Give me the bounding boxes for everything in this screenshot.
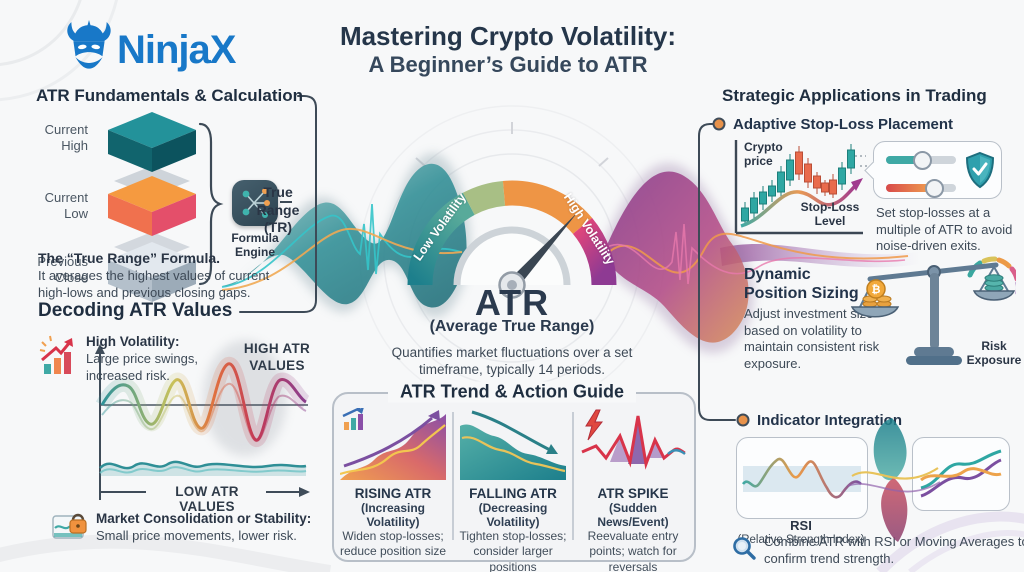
atr-spike-desc: Reevaluate entry points; watch for rever… [587, 529, 679, 572]
stability-icon [52, 508, 90, 544]
atr-spike-caption: ATR SPIKE (Sudden News/Event) Reevaluate… [576, 486, 690, 572]
high-volatility-title: High Volatility: [86, 334, 180, 349]
mini-bar-icon [342, 408, 364, 430]
page-title-line2: A Beginner’s Guide to ATR [368, 51, 648, 77]
layer-label-current-high: Current High [44, 122, 88, 153]
high-volatility-icon [39, 335, 73, 374]
balance-scale-illustration: ₿ Risk Exposure [848, 243, 1021, 383]
rsi-sublabel: (Relative Strength Index) [737, 534, 865, 546]
atr-slider-2[interactable] [886, 179, 956, 198]
formula-engine-icon [232, 180, 278, 226]
fundamentals-heading: ATR Fundamentals & Calculation [36, 86, 303, 105]
slider-knob-2[interactable] [925, 179, 944, 198]
falling-atr-desc: Tighten stop-losses; consider larger pos… [459, 529, 567, 572]
trend-guide-heading: ATR Trend & Action Guide [388, 381, 636, 403]
formula-desc: It averages the highest values of curren… [38, 268, 270, 300]
formula-title: The “True Range” Formula. [38, 250, 221, 266]
high-atr-values-label: HIGH ATR VALUES [243, 341, 311, 373]
page-title-line1: Mastering Crypto Volatility: [339, 21, 677, 51]
stop-loss-title: Adaptive Stop-Loss Placement [733, 116, 954, 133]
atr-spike-subtitle: (Sudden News/Event) [597, 501, 669, 529]
gauge-subtitle: (Average True Range) [429, 318, 595, 335]
layer-label-current-low: Current Low [44, 190, 88, 221]
bullet-indicator [736, 413, 750, 427]
indicator-title: Indicator Integration [757, 412, 903, 429]
magnifier-icon [733, 537, 756, 560]
brand-name: NinjaX [117, 28, 236, 72]
trend-guide-divider-2 [572, 412, 574, 540]
slider-knob-1[interactable] [913, 151, 932, 170]
candles [741, 144, 855, 226]
gauge-title: ATR [474, 282, 550, 323]
formula-engine-label: Formula Engine [231, 231, 279, 260]
indicator-wave-art [847, 418, 941, 542]
rising-atr-desc: Widen stop-losses; reduce position size [339, 529, 447, 559]
price-layers-illustration [108, 112, 196, 302]
rising-atr-title: RISING ATR [354, 486, 432, 501]
crypto-price-label: Crypto price [744, 140, 783, 169]
rising-atr-chart [340, 408, 446, 480]
stop-loss-level-label: Stop-Loss Level [800, 200, 860, 229]
falling-atr-subtitle: (Decreasing Volatility) [478, 501, 548, 529]
rising-atr-caption: RISING ATR (Increasing Volatility) Widen… [336, 486, 450, 560]
svg-text:₿: ₿ [872, 283, 881, 296]
stability-desc: Small price movements, lower risk. [96, 528, 297, 543]
risk-exposure-label: Risk Exposure [966, 339, 1022, 368]
atr-spike-title: ATR SPIKE [597, 486, 669, 501]
lightning-icon [585, 409, 604, 441]
high-volatility-desc: Large price swings, increased risk. [86, 351, 198, 383]
gauge-description: Quantifies market fluctuations over a se… [391, 345, 633, 378]
applications-heading: Strategic Applications in Trading [722, 86, 987, 105]
position-sizing-title: Dynamic Position Sizing [744, 266, 859, 302]
stop-loss-sliders-card [864, 141, 1002, 199]
trend-guide-divider-1 [452, 412, 454, 540]
decoding-heading: Decoding ATR Values [38, 300, 233, 321]
ninja-logo-icon [67, 20, 111, 69]
page-title: Mastering Crypto Volatility: A Beginner’… [318, 21, 698, 78]
candlestick-chart [734, 140, 866, 235]
rsi-label: RSI [790, 518, 812, 533]
true-range-label: True Range (TR) [256, 184, 300, 235]
stop-loss-desc: Set stop-losses at a multiple of ATR to … [876, 205, 1013, 254]
position-sizing-desc: Adjust investment size based on volatili… [744, 306, 880, 371]
low-atr-wave [99, 460, 307, 476]
falling-atr-title: FALLING ATR [469, 486, 557, 501]
falling-atr-caption: FALLING ATR (Decreasing Volatility) Tigh… [456, 486, 570, 572]
high-atr-wave [95, 340, 311, 456]
low-atr-values-label: LOW ATR VALUES [175, 484, 239, 514]
shield-check-icon [965, 151, 995, 189]
bullet-stop-loss [712, 117, 726, 131]
atr-spike-chart [581, 409, 686, 470]
rsi-chart-card [736, 437, 868, 519]
layer-label-previous-close: Previous Close [37, 254, 88, 285]
stability-title: Market Consolidation or Stability: [96, 511, 312, 526]
right-wave-art [599, 162, 920, 354]
indicator-desc: Combine ATR with RSI or Moving Averages … [764, 534, 1024, 566]
decoding-axes [95, 344, 310, 500]
atr-slider-1[interactable] [886, 151, 956, 170]
atr-gauge [407, 180, 617, 299]
rising-atr-subtitle: (Increasing Volatility) [360, 501, 426, 529]
falling-atr-chart [460, 410, 566, 480]
